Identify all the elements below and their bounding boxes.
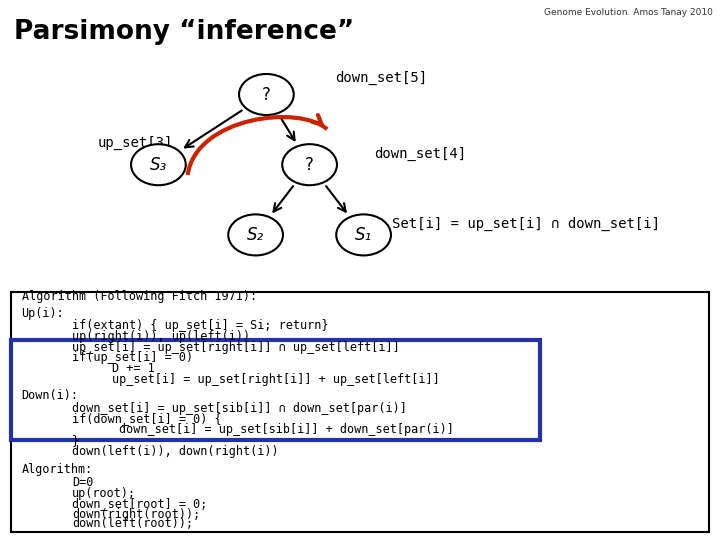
Bar bbox=[11, 292, 709, 532]
Text: up(root);: up(root); bbox=[72, 487, 136, 500]
Circle shape bbox=[282, 144, 337, 185]
Text: Parsimony “inference”: Parsimony “inference” bbox=[14, 19, 355, 45]
Text: Genome Evolution. Amos Tanay 2010: Genome Evolution. Amos Tanay 2010 bbox=[544, 8, 713, 17]
Text: down_set[i] = up_set[sib[i]] ∩ down_set[par(i)]: down_set[i] = up_set[sib[i]] ∩ down_set[… bbox=[72, 402, 407, 415]
Text: Up(i):: Up(i): bbox=[22, 307, 64, 320]
Text: down(right(root));: down(right(root)); bbox=[72, 508, 200, 521]
Text: up_set[3]: up_set[3] bbox=[97, 136, 173, 150]
Text: }: } bbox=[72, 434, 79, 447]
Text: down(left(root));: down(left(root)); bbox=[72, 517, 193, 530]
Text: up_set[i] = up_set[right[i]] + up_set[left[i]]: up_set[i] = up_set[right[i]] + up_set[le… bbox=[112, 373, 439, 386]
Text: ?: ? bbox=[262, 85, 271, 104]
Text: S₂: S₂ bbox=[247, 226, 264, 244]
Text: down(left(i)), down(right(i)): down(left(i)), down(right(i)) bbox=[72, 445, 279, 458]
Text: Algorithm:: Algorithm: bbox=[22, 463, 93, 476]
Text: D=0: D=0 bbox=[72, 476, 94, 489]
Text: up_set[i] = up_set[right[i]] ∩ up_set[left[i]]: up_set[i] = up_set[right[i]] ∩ up_set[le… bbox=[72, 341, 400, 354]
Text: down_set[i] = up_set[sib[i]] + down_set[par(i)]: down_set[i] = up_set[sib[i]] + down_set[… bbox=[119, 423, 454, 436]
Text: down_set[root] = 0;: down_set[root] = 0; bbox=[72, 497, 207, 510]
Text: Down(i):: Down(i): bbox=[22, 389, 78, 402]
Text: up(right(i)), up(left(i)): up(right(i)), up(left(i)) bbox=[72, 330, 250, 343]
Text: Algorithm (Following Fitch 1971):: Algorithm (Following Fitch 1971): bbox=[22, 291, 257, 303]
Circle shape bbox=[228, 214, 283, 255]
Bar bbox=[11, 340, 540, 440]
Text: down_set[5]: down_set[5] bbox=[335, 71, 427, 85]
Text: S₁: S₁ bbox=[355, 226, 372, 244]
Text: D += 1: D += 1 bbox=[112, 362, 154, 375]
Text: if(extant) { up_set[i] = Si; return}: if(extant) { up_set[i] = Si; return} bbox=[72, 319, 328, 332]
Text: down_set[4]: down_set[4] bbox=[374, 147, 467, 161]
Text: if(down_set[i] = 0) {: if(down_set[i] = 0) { bbox=[72, 413, 222, 426]
Circle shape bbox=[336, 214, 391, 255]
Circle shape bbox=[131, 144, 186, 185]
Circle shape bbox=[239, 74, 294, 115]
Text: if(up_set[i] = 0): if(up_set[i] = 0) bbox=[72, 352, 193, 365]
Text: ?: ? bbox=[305, 156, 314, 174]
Text: Set[i] = up_set[i] ∩ down_set[i]: Set[i] = up_set[i] ∩ down_set[i] bbox=[392, 217, 660, 231]
Text: S₃: S₃ bbox=[150, 156, 167, 174]
